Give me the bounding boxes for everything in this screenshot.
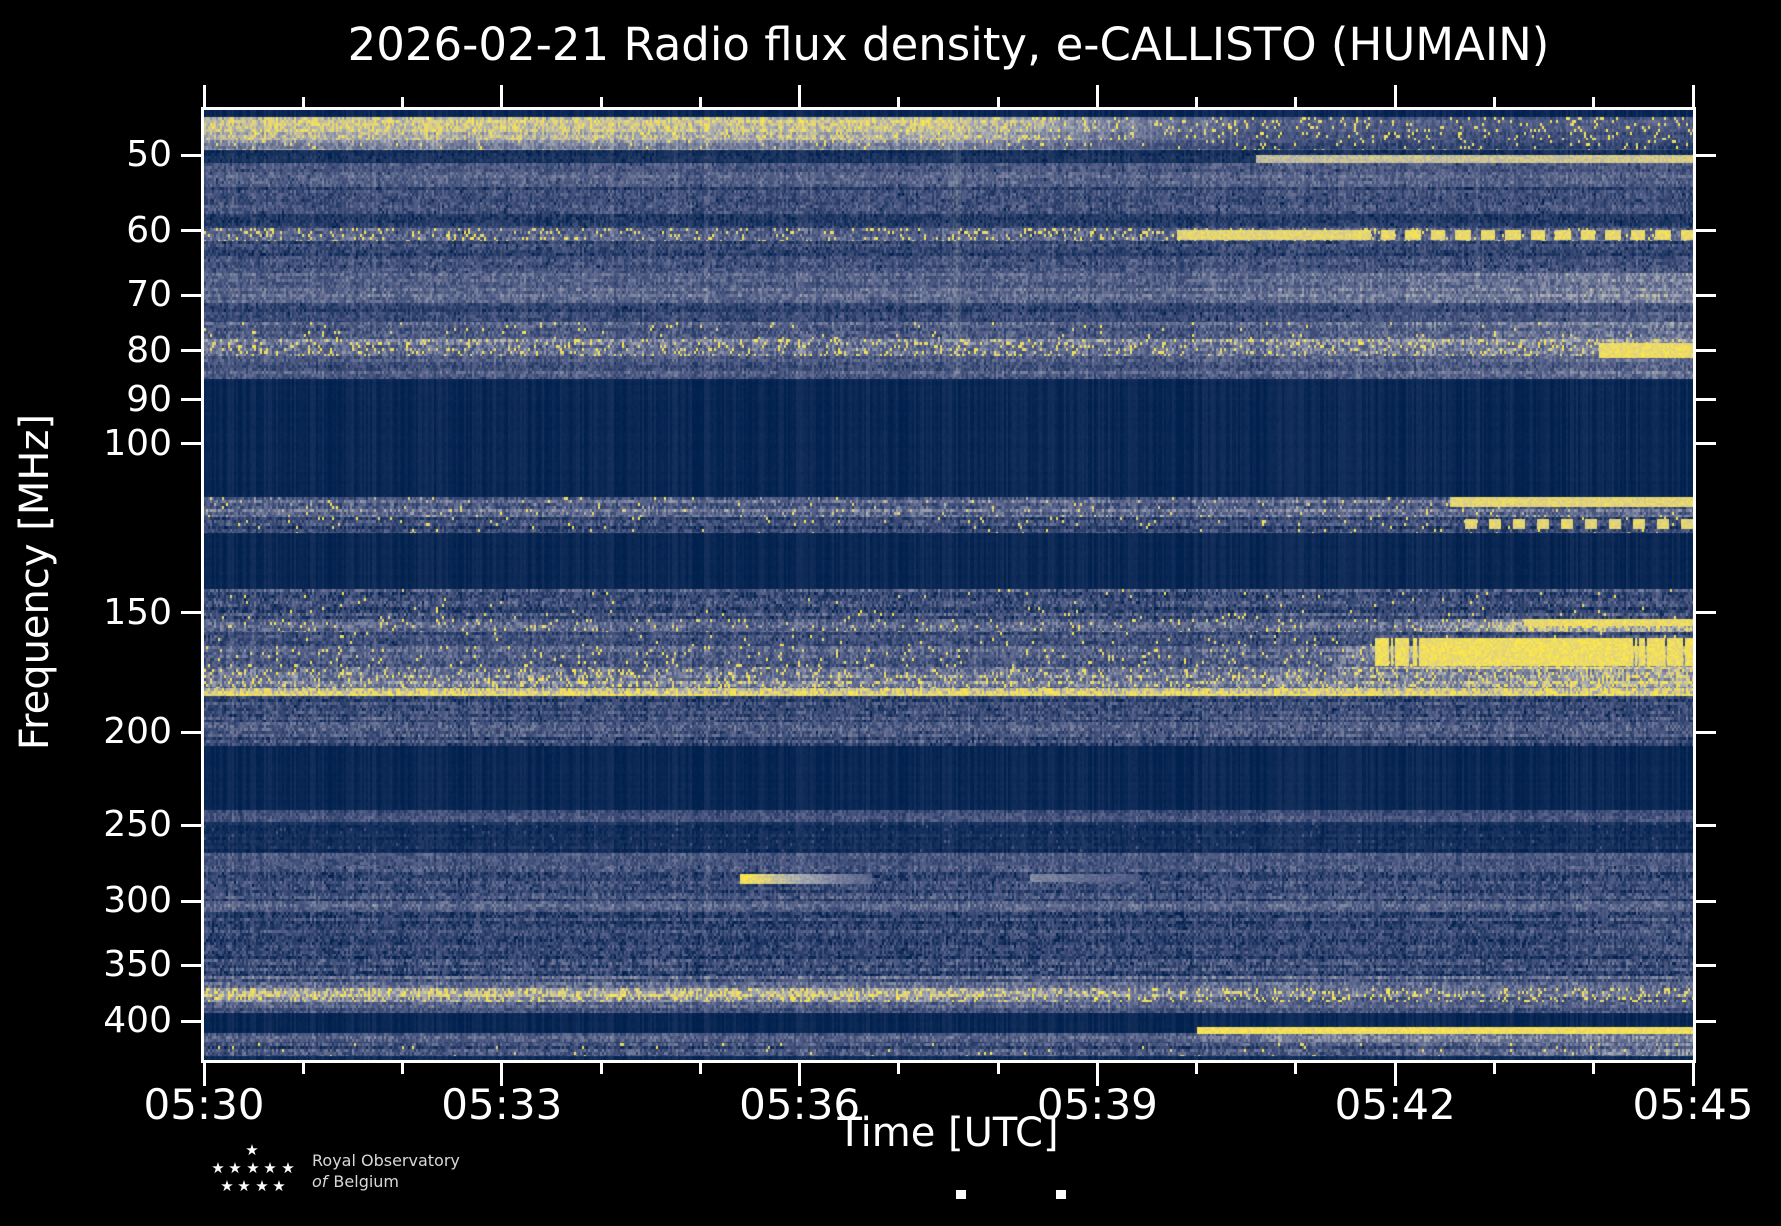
star-icon: ★ [281,1159,295,1177]
y-tick-label: 150 [103,591,172,633]
axis-tick [181,349,202,353]
axis-tick [202,85,206,109]
axis-tick [1695,611,1716,615]
star-icon: ★ [220,1177,234,1195]
rob-logo-line2-rest: Belgium [333,1172,400,1191]
axis-tick [181,730,202,734]
axis-tick [1393,1062,1397,1086]
axis-tick [798,85,802,109]
plot-frame [201,107,1696,1063]
y-tick-label: 350 [103,944,172,986]
axis-tick [599,97,603,109]
axis-tick [1095,1062,1099,1086]
star-icon: ★ [245,1141,259,1159]
axis-tick [181,442,202,446]
axis-tick [1195,1062,1199,1074]
axis-tick [181,899,202,903]
axis-tick [301,97,305,109]
x-axis-label: Time [UTC] [837,1110,1059,1156]
axis-tick [698,97,702,109]
y-axis-label: Frequency [MHz] [12,413,58,751]
axis-tick [1294,97,1298,109]
axis-tick [1695,963,1716,967]
axis-tick [301,1062,305,1074]
star-icon: ★ [237,1177,251,1195]
star-icon: ★ [228,1159,242,1177]
axis-tick [1492,97,1496,109]
axis-tick [1195,97,1199,109]
y-tick-label: 60 [126,209,172,251]
axis-tick [181,293,202,297]
y-tick-label: 300 [103,880,172,922]
axis-tick [996,1062,1000,1074]
axis-tick [1691,85,1695,109]
x-tick-label: 05:42 [1334,1080,1456,1129]
axis-tick [897,97,901,109]
star-icon: ★ [211,1159,225,1177]
axis-tick [181,1019,202,1023]
axis-tick [202,1062,206,1086]
x-tick-label: 05:39 [1036,1080,1158,1129]
y-tick-label: 50 [126,134,172,175]
y-tick-label: 250 [103,804,172,846]
axis-tick [698,1062,702,1074]
axis-tick [599,1062,603,1074]
axis-tick [1294,1062,1298,1074]
axis-tick [1695,398,1716,402]
axis-tick [1592,1062,1596,1074]
axis-tick [1695,229,1716,233]
axis-tick [181,963,202,967]
axis-tick [1492,1062,1496,1074]
axis-tick [401,97,405,109]
axis-tick [1095,85,1099,109]
axis-tick [897,1062,901,1074]
star-icon: ★ [246,1159,260,1177]
axis-tick [996,97,1000,109]
axis-tick [1695,1019,1716,1023]
axis-tick [500,85,504,109]
axis-tick [1695,349,1716,353]
axis-tick [500,1062,504,1086]
star-icon: ★ [263,1159,277,1177]
star-icon: ★ [255,1177,269,1195]
y-tick-label: 100 [103,422,172,464]
x-tick-label: 05:30 [143,1080,265,1129]
y-tick-label: 70 [126,274,172,316]
artifact-mark [956,1190,966,1199]
axis-tick [1695,730,1716,734]
y-tick-label: 80 [126,329,172,371]
axis-tick [181,823,202,827]
y-tick-label: 400 [103,1000,172,1042]
x-tick-label: 05:33 [441,1080,563,1129]
axis-tick [798,1062,802,1086]
axis-tick [181,611,202,615]
rob-logo-text: Royal Observatory of Belgium [312,1150,460,1192]
artifact-mark [1056,1190,1066,1199]
axis-tick [1695,293,1716,297]
x-tick-label: 05:36 [739,1080,861,1129]
axis-tick [1592,97,1596,109]
y-tick-label: 90 [126,378,172,420]
x-tick-label: 05:45 [1632,1080,1754,1129]
star-icon: ★ [272,1177,286,1195]
axis-tick [1695,823,1716,827]
axis-tick [1691,1062,1695,1086]
page-title: 2026-02-21 Radio flux density, e-CALLIST… [347,18,1550,71]
rob-logo-line2-italic: of [312,1172,328,1191]
axis-tick [401,1062,405,1074]
axis-tick [181,153,202,157]
spectrogram-canvas [204,110,1693,1060]
y-tick-label: 200 [103,711,172,753]
axis-tick [1393,85,1397,109]
rob-logo-line1: Royal Observatory [312,1151,460,1170]
axis-tick [1695,153,1716,157]
axis-tick [1695,899,1716,903]
axis-tick [1695,442,1716,446]
axis-tick [181,229,202,233]
rob-logo-line2: of Belgium [312,1171,460,1192]
axis-tick [181,398,202,402]
